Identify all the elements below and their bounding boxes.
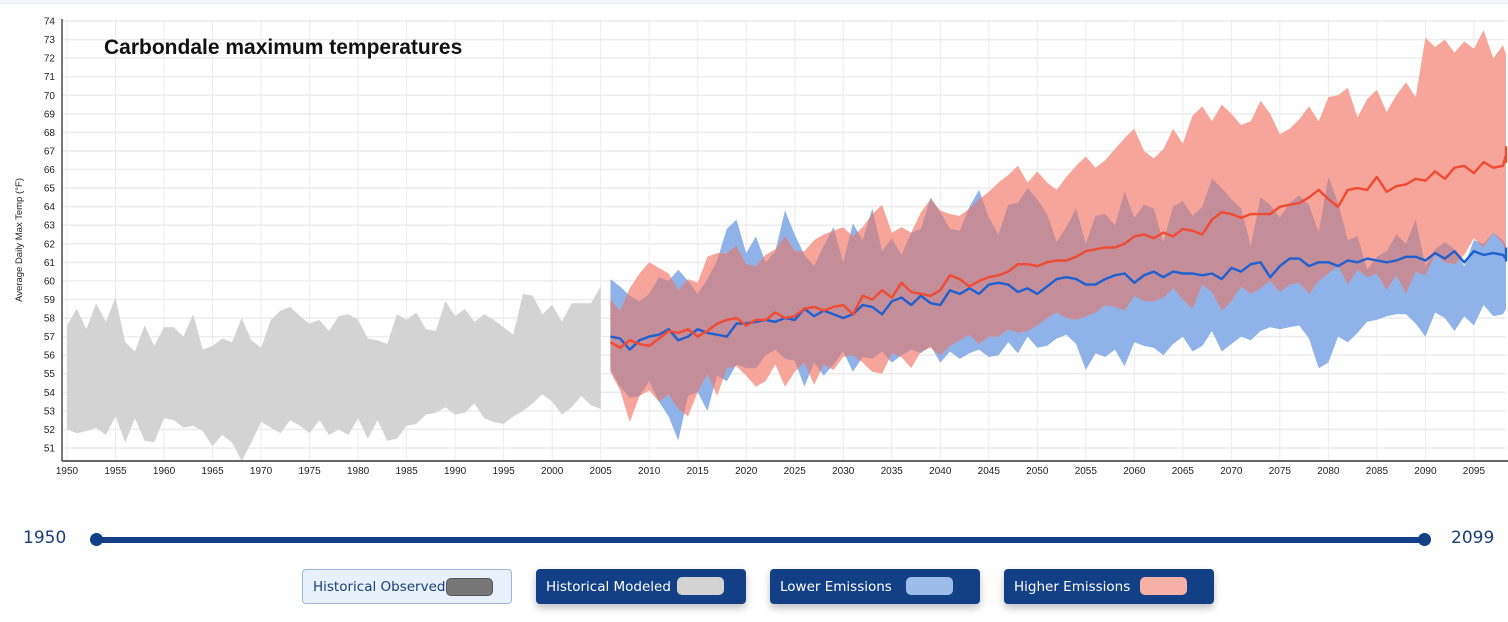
- y-tick-label: 59: [44, 295, 56, 306]
- y-tick-label: 60: [44, 276, 56, 287]
- x-tick-label: 2095: [1463, 466, 1486, 477]
- temperature-chart: 51 52 53 54 55 56 57 58 59 60 61 62 63 64 65 66 67 68 69 70…: [14, 17, 1508, 477]
- x-tick-label: 2090: [1414, 466, 1437, 477]
- legend-label: Historical Observed: [313, 578, 446, 595]
- legend-toggle-lower-emissions[interactable]: Lower Emissions: [770, 569, 980, 604]
- x-tick-label: 2010: [638, 466, 661, 477]
- x-tick-label: 2030: [832, 466, 855, 477]
- range-areas: [67, 30, 1506, 461]
- x-tick-label: 2060: [1123, 466, 1146, 477]
- y-tick-label: 55: [44, 369, 56, 380]
- x-tick-label: 2055: [1075, 466, 1098, 477]
- x-tick-label: 1990: [444, 466, 467, 477]
- lower-emissions-mean-line: [610, 247, 1508, 351]
- x-tick-label: 2050: [1026, 466, 1049, 477]
- x-tick-label: 1950: [56, 466, 79, 477]
- y-tick-label: 68: [44, 128, 56, 139]
- x-tick-label: 2005: [590, 466, 613, 477]
- legend-label: Higher Emissions: [1014, 578, 1131, 595]
- x-tick-labels: 1950 1955 1960 1965 1970 1975 1980 1985 1990 1995…: [56, 466, 1486, 477]
- y-tick-label: 65: [44, 184, 56, 195]
- y-tick-label: 64: [44, 202, 56, 213]
- y-tick-label: 51: [44, 443, 56, 454]
- legend-swatch-historical-observed: [446, 578, 493, 596]
- y-tick-label: 63: [44, 221, 56, 232]
- y-tick-label: 61: [44, 258, 56, 269]
- y-tick-label: 58: [44, 314, 56, 325]
- x-tick-label: 1955: [104, 466, 127, 477]
- axes: [61, 19, 1508, 462]
- legend-label: Historical Modeled: [546, 578, 671, 595]
- y-tick-label: 69: [44, 109, 56, 120]
- x-tick-label: 2075: [1269, 466, 1292, 477]
- y-tick-label: 73: [44, 35, 56, 46]
- x-tick-label: 1965: [201, 466, 224, 477]
- legend-swatch-higher-emissions: [1140, 577, 1187, 595]
- x-tick-label: 1970: [250, 466, 273, 477]
- x-tick-label: 1995: [493, 466, 516, 477]
- y-tick-label: 52: [44, 425, 56, 436]
- x-tick-label: 2015: [687, 466, 710, 477]
- y-tick-labels: 51 52 53 54 55 56 57 58 59 60 61 62 63 64 65 66 67 68 69 70…: [44, 17, 56, 455]
- y-tick-label: 57: [44, 332, 56, 343]
- legend-label: Lower Emissions: [780, 578, 892, 595]
- x-tick-label: 1960: [153, 466, 176, 477]
- x-tick-label: 1985: [395, 466, 418, 477]
- x-tick-label: 1980: [347, 466, 370, 477]
- x-tick-label: 2000: [541, 466, 564, 477]
- x-tick-label: 1975: [298, 466, 321, 477]
- legend-toggle-higher-emissions[interactable]: Higher Emissions: [1004, 569, 1214, 604]
- slider-end-handle[interactable]: [1418, 533, 1431, 546]
- y-axis-label: Average Daily Max Temp (°F): [14, 178, 25, 302]
- x-tick-label: 2045: [978, 466, 1001, 477]
- legend-toggle-historical-modeled[interactable]: Historical Modeled: [536, 569, 746, 604]
- y-tick-label: 72: [44, 54, 56, 65]
- mean-lines: [609, 145, 1508, 351]
- area-historical-modeled: [67, 286, 601, 461]
- y-tick-label: 53: [44, 406, 56, 417]
- slider-start-handle[interactable]: [90, 533, 103, 546]
- legend-toggle-historical-observed[interactable]: Historical Observed: [302, 569, 512, 604]
- y-tick-label: 71: [44, 72, 56, 83]
- y-tick-label: 67: [44, 146, 56, 157]
- y-tick-label: 56: [44, 351, 56, 362]
- x-tick-label: 2085: [1366, 466, 1389, 477]
- slider-min-label: 1950: [23, 528, 67, 548]
- x-tick-label: 2040: [929, 466, 952, 477]
- top-border: [0, 0, 1508, 4]
- slider-max-label: 2099: [1451, 528, 1495, 548]
- year-range-slider-track[interactable]: [96, 537, 1425, 543]
- y-tick-label: 70: [44, 91, 56, 102]
- y-tick-label: 74: [44, 17, 56, 28]
- y-tick-label: 66: [44, 165, 56, 176]
- y-tick-label: 62: [44, 239, 56, 250]
- higher-emissions-mean-line: [609, 145, 1508, 349]
- x-tick-label: 2065: [1172, 466, 1195, 477]
- chart-title: Carbondale maximum temperatures: [104, 36, 462, 59]
- legend-swatch-lower-emissions: [906, 577, 953, 595]
- x-tick-label: 2025: [784, 466, 807, 477]
- legend-swatch-historical-modeled: [677, 577, 724, 595]
- x-tick-label: 2035: [881, 466, 904, 477]
- x-tick-label: 2080: [1317, 466, 1340, 477]
- y-tick-label: 54: [44, 388, 56, 399]
- x-tick-label: 2020: [735, 466, 758, 477]
- x-tick-label: 2070: [1220, 466, 1243, 477]
